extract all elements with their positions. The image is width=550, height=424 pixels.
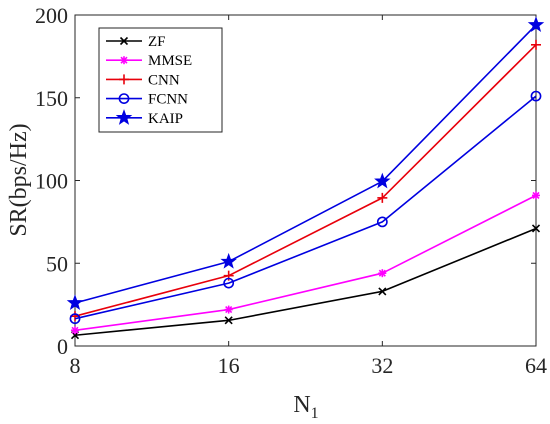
data-point-fcnn bbox=[376, 216, 388, 228]
x-tick-label: 16 bbox=[218, 353, 240, 378]
legend-entry-zf: ZF bbox=[106, 34, 166, 50]
data-point-mmse bbox=[71, 326, 79, 335]
data-point-kaip bbox=[527, 16, 545, 32]
y-tick-label: 100 bbox=[35, 169, 68, 194]
marker-stroke bbox=[120, 56, 128, 64]
y-axis-label: SR(bps/Hz) bbox=[6, 123, 32, 236]
legend-label-mmse: MMSE bbox=[148, 53, 192, 69]
legend-marker-fcnn bbox=[118, 93, 130, 104]
series-cnn bbox=[70, 39, 541, 322]
marker-stroke bbox=[532, 191, 540, 199]
legend-label-zf: ZF bbox=[148, 34, 166, 50]
legend-entry-kaip: KAIP bbox=[106, 109, 183, 127]
x-tick-label: 64 bbox=[525, 353, 547, 378]
series-line-kaip bbox=[74, 24, 537, 304]
series-line-zf bbox=[74, 227, 537, 337]
series-fcnn bbox=[69, 90, 542, 325]
legend-entry-mmse: MMSE bbox=[106, 53, 192, 69]
marker-stroke bbox=[119, 36, 129, 46]
x-axis-label-subscript: 1 bbox=[311, 405, 319, 422]
data-point-mmse bbox=[378, 269, 387, 278]
legend-entry-cnn: CNN bbox=[106, 72, 180, 88]
data-point-zf bbox=[224, 316, 233, 325]
y-tick-label: 50 bbox=[46, 251, 68, 276]
data-point-fcnn bbox=[530, 90, 542, 102]
x-axis-ticks: 8 16 32 64 bbox=[70, 15, 547, 378]
marker-stroke bbox=[531, 224, 541, 233]
series-kaip bbox=[66, 16, 545, 310]
legend-label-fcnn: FCNN bbox=[148, 92, 188, 108]
series-line-mmse bbox=[74, 194, 537, 332]
y-tick-label: 150 bbox=[35, 86, 68, 111]
data-point-kaip bbox=[66, 294, 84, 310]
legend-marker-kaip bbox=[115, 109, 133, 125]
legend-marker-zf bbox=[119, 36, 129, 46]
x-tick-label: 8 bbox=[70, 353, 81, 378]
data-point-kaip bbox=[220, 252, 237, 269]
data-point-cnn bbox=[531, 39, 541, 50]
series-line-fcnn bbox=[74, 95, 537, 320]
data-point-fcnn bbox=[223, 277, 235, 289]
data-point-fcnn bbox=[69, 313, 81, 325]
data-point-zf bbox=[378, 287, 387, 296]
y-axis-ticks: 0 50 100 150 200 bbox=[35, 3, 536, 359]
marker-stroke bbox=[378, 269, 386, 277]
y-tick-label: 0 bbox=[57, 334, 68, 359]
marker-stroke bbox=[378, 287, 387, 296]
series-line-cnn bbox=[74, 44, 537, 317]
legend-marker-cnn bbox=[119, 74, 129, 85]
marker-stroke bbox=[225, 306, 233, 314]
series-layer bbox=[66, 16, 545, 340]
marker-stroke bbox=[224, 316, 233, 325]
data-point-zf bbox=[531, 224, 541, 233]
legend-label-cnn: CNN bbox=[148, 72, 180, 88]
legend: ZF MMSE CNN FCNN KAIP bbox=[98, 27, 223, 133]
marker-stroke bbox=[71, 326, 79, 334]
x-axis-label-main: N bbox=[293, 392, 310, 418]
series-mmse bbox=[71, 191, 540, 335]
data-point-kaip bbox=[374, 172, 391, 189]
series-zf bbox=[70, 224, 541, 340]
legend-entry-fcnn: FCNN bbox=[106, 92, 188, 108]
legend-marker-mmse bbox=[120, 56, 128, 65]
x-axis-label: N1 bbox=[293, 392, 318, 422]
x-tick-label: 32 bbox=[371, 353, 393, 378]
data-point-mmse bbox=[224, 305, 233, 314]
data-point-cnn bbox=[377, 192, 388, 203]
legend-label-kaip: KAIP bbox=[148, 111, 183, 127]
data-point-mmse bbox=[532, 191, 540, 200]
y-tick-label: 200 bbox=[35, 3, 68, 28]
